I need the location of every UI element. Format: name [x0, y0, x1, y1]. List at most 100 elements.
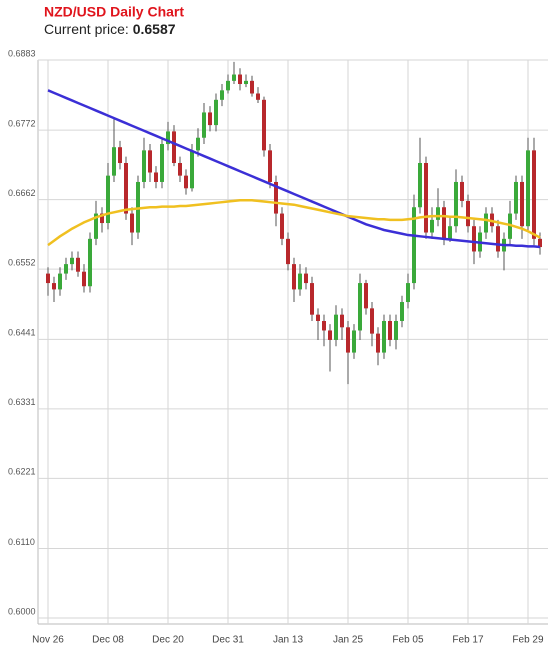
- x-tick-label: Dec 20: [152, 635, 184, 646]
- candle-body: [514, 181, 518, 214]
- candle-body: [178, 163, 182, 176]
- candle-body: [118, 147, 122, 164]
- candle-body: [64, 264, 68, 274]
- y-tick-label: 0.6662: [8, 188, 36, 198]
- candle-body: [370, 308, 374, 334]
- candle-body: [394, 320, 398, 340]
- candle-body: [340, 314, 344, 328]
- candle-body: [526, 150, 530, 227]
- candle-body: [70, 257, 74, 265]
- candle-body: [190, 150, 194, 189]
- x-tick-label: Jan 25: [333, 635, 363, 646]
- current-price-value: 0.6587: [133, 21, 176, 37]
- candle-body: [382, 320, 386, 353]
- candle-body: [310, 283, 314, 315]
- candle-body: [520, 181, 524, 227]
- candle-body: [496, 226, 500, 252]
- x-tick-label: Feb 17: [452, 635, 484, 646]
- candle-body: [214, 99, 218, 126]
- candle-body: [442, 207, 446, 239]
- y-tick-label: 0.6331: [8, 397, 36, 407]
- y-tick-label: 0.6441: [8, 328, 36, 338]
- candle-body: [334, 314, 338, 340]
- candle-body: [292, 264, 296, 290]
- candle-body: [304, 273, 308, 284]
- x-tick-label: Dec 08: [92, 635, 124, 646]
- candle-body: [358, 283, 362, 331]
- candle-body: [244, 80, 248, 85]
- candle-body: [430, 219, 434, 233]
- y-tick-label: 0.6000: [8, 606, 36, 616]
- candle-body: [124, 163, 128, 214]
- candle-body: [220, 90, 224, 100]
- candle-body: [166, 131, 170, 145]
- moving-average-line: [47, 89, 541, 249]
- candle-body: [532, 150, 536, 239]
- y-tick-label: 0.6883: [8, 48, 36, 58]
- candle-body: [538, 238, 542, 248]
- candle-body: [448, 226, 452, 239]
- candle-body: [238, 74, 242, 85]
- candle-body: [262, 99, 266, 151]
- candle-body: [376, 333, 380, 353]
- candle-body: [208, 112, 212, 126]
- current-price: Current price: 0.6587: [44, 21, 176, 37]
- candle-body: [436, 207, 440, 220]
- candle-body: [286, 238, 290, 265]
- candle-body: [184, 175, 188, 189]
- candle-body: [232, 74, 236, 81]
- candle-body: [328, 330, 332, 340]
- candle-body: [424, 163, 428, 233]
- candle-body: [352, 330, 356, 353]
- candle-body: [136, 181, 140, 233]
- candle-body: [58, 273, 62, 290]
- candle-body: [172, 131, 176, 164]
- candle-body: [94, 213, 98, 239]
- candle-body: [316, 314, 320, 321]
- y-tick-label: 0.6772: [8, 119, 36, 129]
- candle-body: [100, 213, 104, 224]
- candle-body: [256, 93, 260, 100]
- candle-body: [196, 137, 200, 151]
- candle-body: [52, 283, 56, 290]
- candle-body: [466, 200, 470, 227]
- y-tick-label: 0.6552: [8, 258, 36, 268]
- candle-body: [250, 80, 254, 94]
- moving-average-line: [47, 199, 541, 247]
- candle-body: [280, 213, 284, 239]
- x-tick-label: Feb 29: [512, 635, 544, 646]
- candle-body: [298, 273, 302, 290]
- chart-title: NZD/USD Daily Chart: [44, 4, 184, 20]
- x-tick-label: Nov 26: [32, 635, 64, 646]
- current-price-label: Current price:: [44, 21, 129, 37]
- candle-body: [388, 320, 392, 340]
- candle-body: [148, 150, 152, 173]
- candle-body: [472, 226, 476, 252]
- candle-body: [412, 207, 416, 284]
- candle-body: [322, 320, 326, 331]
- candle-body: [274, 181, 278, 214]
- candle-body: [202, 112, 206, 138]
- candle-body: [484, 213, 488, 233]
- candle-body: [88, 238, 92, 287]
- candle-body: [454, 181, 458, 227]
- candle-body: [82, 271, 86, 287]
- x-tick-label: Dec 31: [212, 635, 244, 646]
- candle-body: [346, 327, 350, 353]
- candle-body: [460, 181, 464, 201]
- candle-body: [130, 213, 134, 233]
- y-tick-label: 0.6110: [8, 537, 35, 547]
- candle-body: [418, 163, 422, 208]
- candle-body: [268, 150, 272, 182]
- y-tick-label: 0.6221: [8, 467, 36, 477]
- candle-body: [400, 302, 404, 321]
- x-tick-label: Feb 05: [392, 635, 424, 646]
- candle-body: [154, 172, 158, 182]
- x-tick-label: Jan 13: [273, 635, 303, 646]
- candle-body: [46, 273, 50, 284]
- candle-body: [406, 283, 410, 303]
- candle-body: [112, 147, 116, 176]
- candle-body: [364, 283, 368, 309]
